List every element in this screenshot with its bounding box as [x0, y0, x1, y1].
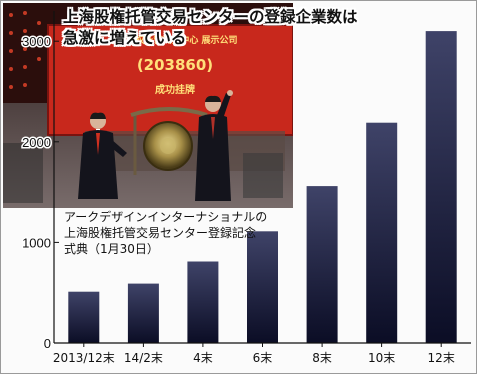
bar-0 — [68, 291, 100, 343]
y-tick-label: 3000 — [22, 34, 51, 49]
banner-top-text: 上海股权托管交易中心 展示公司 — [108, 34, 237, 46]
bar-6 — [425, 31, 457, 343]
x-tick-label: 4末 — [193, 351, 213, 365]
photo-caption-line-1: アークデザインインターナショナルの — [64, 210, 268, 224]
x-tick-label: 8末 — [312, 351, 332, 365]
x-tick-label: 2013/12末 — [53, 351, 115, 365]
bar-4 — [306, 186, 338, 343]
red-banner — [48, 25, 293, 135]
bar-2 — [187, 261, 219, 343]
x-tick-label: 14/2末 — [124, 351, 163, 365]
bar-5 — [366, 122, 398, 343]
photo-caption-line-2: 上海股権托管交易センター登録記念 — [64, 226, 257, 240]
chart-title-line-1: 上海股権托管交易センターの登録企業数は — [63, 8, 358, 26]
x-tick-label: 12末 — [428, 351, 455, 365]
y-tick-label: 1000 — [22, 235, 51, 250]
banner-bottom-text: 成功挂牌 — [155, 83, 195, 96]
gong-icon — [130, 107, 208, 175]
y-tick-label: 0 — [44, 336, 51, 351]
photo-caption-line-3: 式典（1月30日） — [64, 242, 159, 256]
photo-caption: アークデザインインターナショナルの 上海股権托管交易センター登録記念 式典（1月… — [64, 209, 267, 257]
chart-title-line-2: 急激に増えている — [63, 29, 187, 47]
bar-1 — [127, 283, 159, 343]
x-tick-label: 10末 — [368, 351, 395, 365]
y-tick-label: 2000 — [22, 135, 51, 150]
person-right — [195, 90, 233, 201]
bar-3 — [247, 231, 278, 343]
ceremony-photo: 上海股权托管交易中心 展示公司 (203860) 成功挂牌 — [3, 3, 293, 208]
banner-code-text: (203860) — [137, 56, 213, 74]
person-left — [78, 112, 127, 199]
x-tick-label: 6末 — [253, 351, 273, 365]
chart-title: 上海股権托管交易センターの登録企業数は 急激に増えている — [63, 7, 358, 49]
